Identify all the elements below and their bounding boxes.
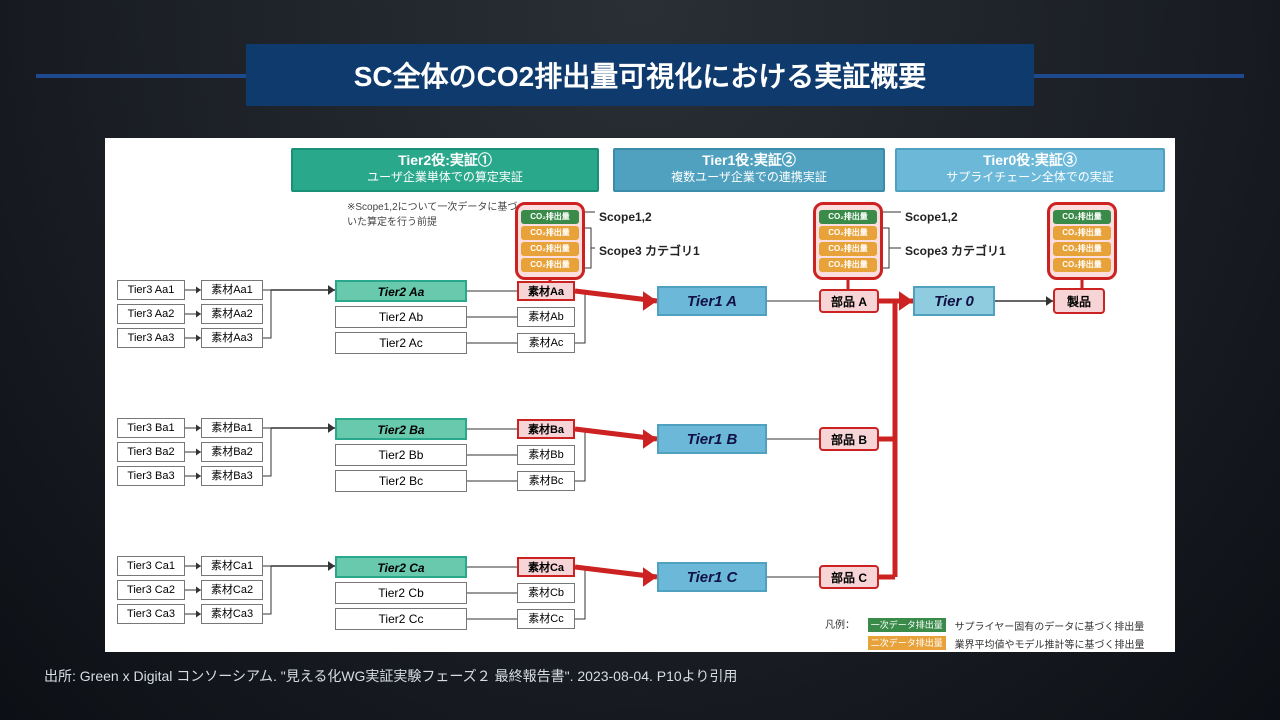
co2-chip: CO₂排出量 <box>819 258 877 272</box>
header-tier0-main: Tier0役:実証③ <box>897 152 1163 170</box>
header-tier0: Tier0役:実証③ サプライチェーン全体での実証 <box>895 148 1165 192</box>
mat2-box: 素材Bc <box>517 471 575 491</box>
scope3-label: Scope3 カテゴリ1 <box>599 242 700 259</box>
legend-chip-primary: 一次データ排出量 <box>868 618 946 632</box>
header-tier0-sub: サプライチェーン全体での実証 <box>897 170 1163 185</box>
scope-note: ※Scope1,2について一次データに基づいた算定を行う前提 <box>347 198 527 228</box>
header-tier2-main: Tier2役:実証① <box>293 152 597 170</box>
tier0-box: Tier 0 <box>913 286 995 316</box>
mat2-box: 素材Cc <box>517 609 575 629</box>
scope12-label: Scope1,2 <box>905 210 958 224</box>
tier2-box-hl: Tier2 Ca <box>335 556 467 578</box>
header-tier2: Tier2役:実証① ユーザ企業単体での算定実証 <box>291 148 599 192</box>
mat2-box: 素材Bb <box>517 445 575 465</box>
mat2-box: 素材Ab <box>517 307 575 327</box>
legend-title: 凡例： <box>825 616 865 631</box>
tier2-box: Tier2 Cc <box>335 608 467 630</box>
co2-chip: CO₂排出量 <box>819 210 877 224</box>
title-bar: SC全体のCO2排出量可視化における実証概要 <box>0 44 1280 106</box>
scope3-label: Scope3 カテゴリ1 <box>905 242 1006 259</box>
co2-chip: CO₂排出量 <box>521 258 579 272</box>
legend-chip-secondary: 二次データ排出量 <box>868 636 946 650</box>
mat2-box-hl: 素材Aa <box>517 281 575 301</box>
mat3-box: 素材Ba2 <box>201 442 263 462</box>
tier2-box: Tier2 Cb <box>335 582 467 604</box>
co2-stack: CO₂排出量 CO₂排出量 CO₂排出量 CO₂排出量 <box>515 202 585 280</box>
mat3-box: 素材Ba3 <box>201 466 263 486</box>
co2-chip: CO₂排出量 <box>1053 226 1111 240</box>
tier3-box: Tier3 Ca3 <box>117 604 185 624</box>
header-tier1: Tier1役:実証② 複数ユーザ企業での連携実証 <box>613 148 885 192</box>
header-tier1-main: Tier1役:実証② <box>615 152 883 170</box>
tier2-box: Tier2 Bc <box>335 470 467 492</box>
tier3-box: Tier3 Ba3 <box>117 466 185 486</box>
tier1-box: Tier1 B <box>657 424 767 454</box>
co2-chip: CO₂排出量 <box>1053 242 1111 256</box>
co2-chip: CO₂排出量 <box>819 226 877 240</box>
mat2-box: 素材Cb <box>517 583 575 603</box>
co2-stack: CO₂排出量 CO₂排出量 CO₂排出量 CO₂排出量 <box>1047 202 1117 280</box>
tier3-box: Tier3 Aa1 <box>117 280 185 300</box>
co2-chip: CO₂排出量 <box>1053 258 1111 272</box>
co2-stack: CO₂排出量 CO₂排出量 CO₂排出量 CO₂排出量 <box>813 202 883 280</box>
co2-chip: CO₂排出量 <box>1053 210 1111 224</box>
tier3-box: Tier3 Ba2 <box>117 442 185 462</box>
part-box: 部品 A <box>819 289 879 313</box>
tier2-box: Tier2 Ab <box>335 306 467 328</box>
mat2-box-hl: 素材Ca <box>517 557 575 577</box>
mat3-box: 素材Ba1 <box>201 418 263 438</box>
tier2-box: Tier2 Ac <box>335 332 467 354</box>
mat3-box: 素材Aa2 <box>201 304 263 324</box>
tier2-box-hl: Tier2 Aa <box>335 280 467 302</box>
scope12-label: Scope1,2 <box>599 210 652 224</box>
legend-text-secondary: 業界平均値やモデル推計等に基づく排出量 <box>955 636 1145 651</box>
mat3-box: 素材Ca2 <box>201 580 263 600</box>
legend-text-primary: サプライヤー固有のデータに基づく排出量 <box>955 618 1145 633</box>
mat3-box: 素材Aa3 <box>201 328 263 348</box>
tier1-box: Tier1 A <box>657 286 767 316</box>
source-citation: 出所: Green x Digital コンソーシアム. "見える化WG実証実験… <box>44 666 737 686</box>
tier3-box: Tier3 Ca1 <box>117 556 185 576</box>
part-box: 部品 C <box>819 565 879 589</box>
tier2-box: Tier2 Bb <box>335 444 467 466</box>
tier3-box: Tier3 Ca2 <box>117 580 185 600</box>
part-box: 部品 B <box>819 427 879 451</box>
co2-chip: CO₂排出量 <box>521 210 579 224</box>
header-tier2-sub: ユーザ企業単体での算定実証 <box>293 170 597 185</box>
tier2-box-hl: Tier2 Ba <box>335 418 467 440</box>
header-tier1-sub: 複数ユーザ企業での連携実証 <box>615 170 883 185</box>
mat2-box: 素材Ac <box>517 333 575 353</box>
mat3-box: 素材Ca3 <box>201 604 263 624</box>
co2-chip: CO₂排出量 <box>819 242 877 256</box>
co2-chip: CO₂排出量 <box>521 226 579 240</box>
tier3-box: Tier3 Ba1 <box>117 418 185 438</box>
tier3-box: Tier3 Aa2 <box>117 304 185 324</box>
tier1-box: Tier1 C <box>657 562 767 592</box>
co2-chip: CO₂排出量 <box>521 242 579 256</box>
mat2-box-hl: 素材Ba <box>517 419 575 439</box>
legend: 凡例： 一次データ排出量 サプライヤー固有のデータに基づく排出量 二次データ排出… <box>825 616 1145 654</box>
product-box: 製品 <box>1053 288 1105 314</box>
tier3-box: Tier3 Aa3 <box>117 328 185 348</box>
page-title: SC全体のCO2排出量可視化における実証概要 <box>246 44 1034 106</box>
mat3-box: 素材Aa1 <box>201 280 263 300</box>
mat3-box: 素材Ca1 <box>201 556 263 576</box>
diagram-canvas: Tier2役:実証① ユーザ企業単体での算定実証 Tier1役:実証② 複数ユー… <box>105 138 1175 652</box>
